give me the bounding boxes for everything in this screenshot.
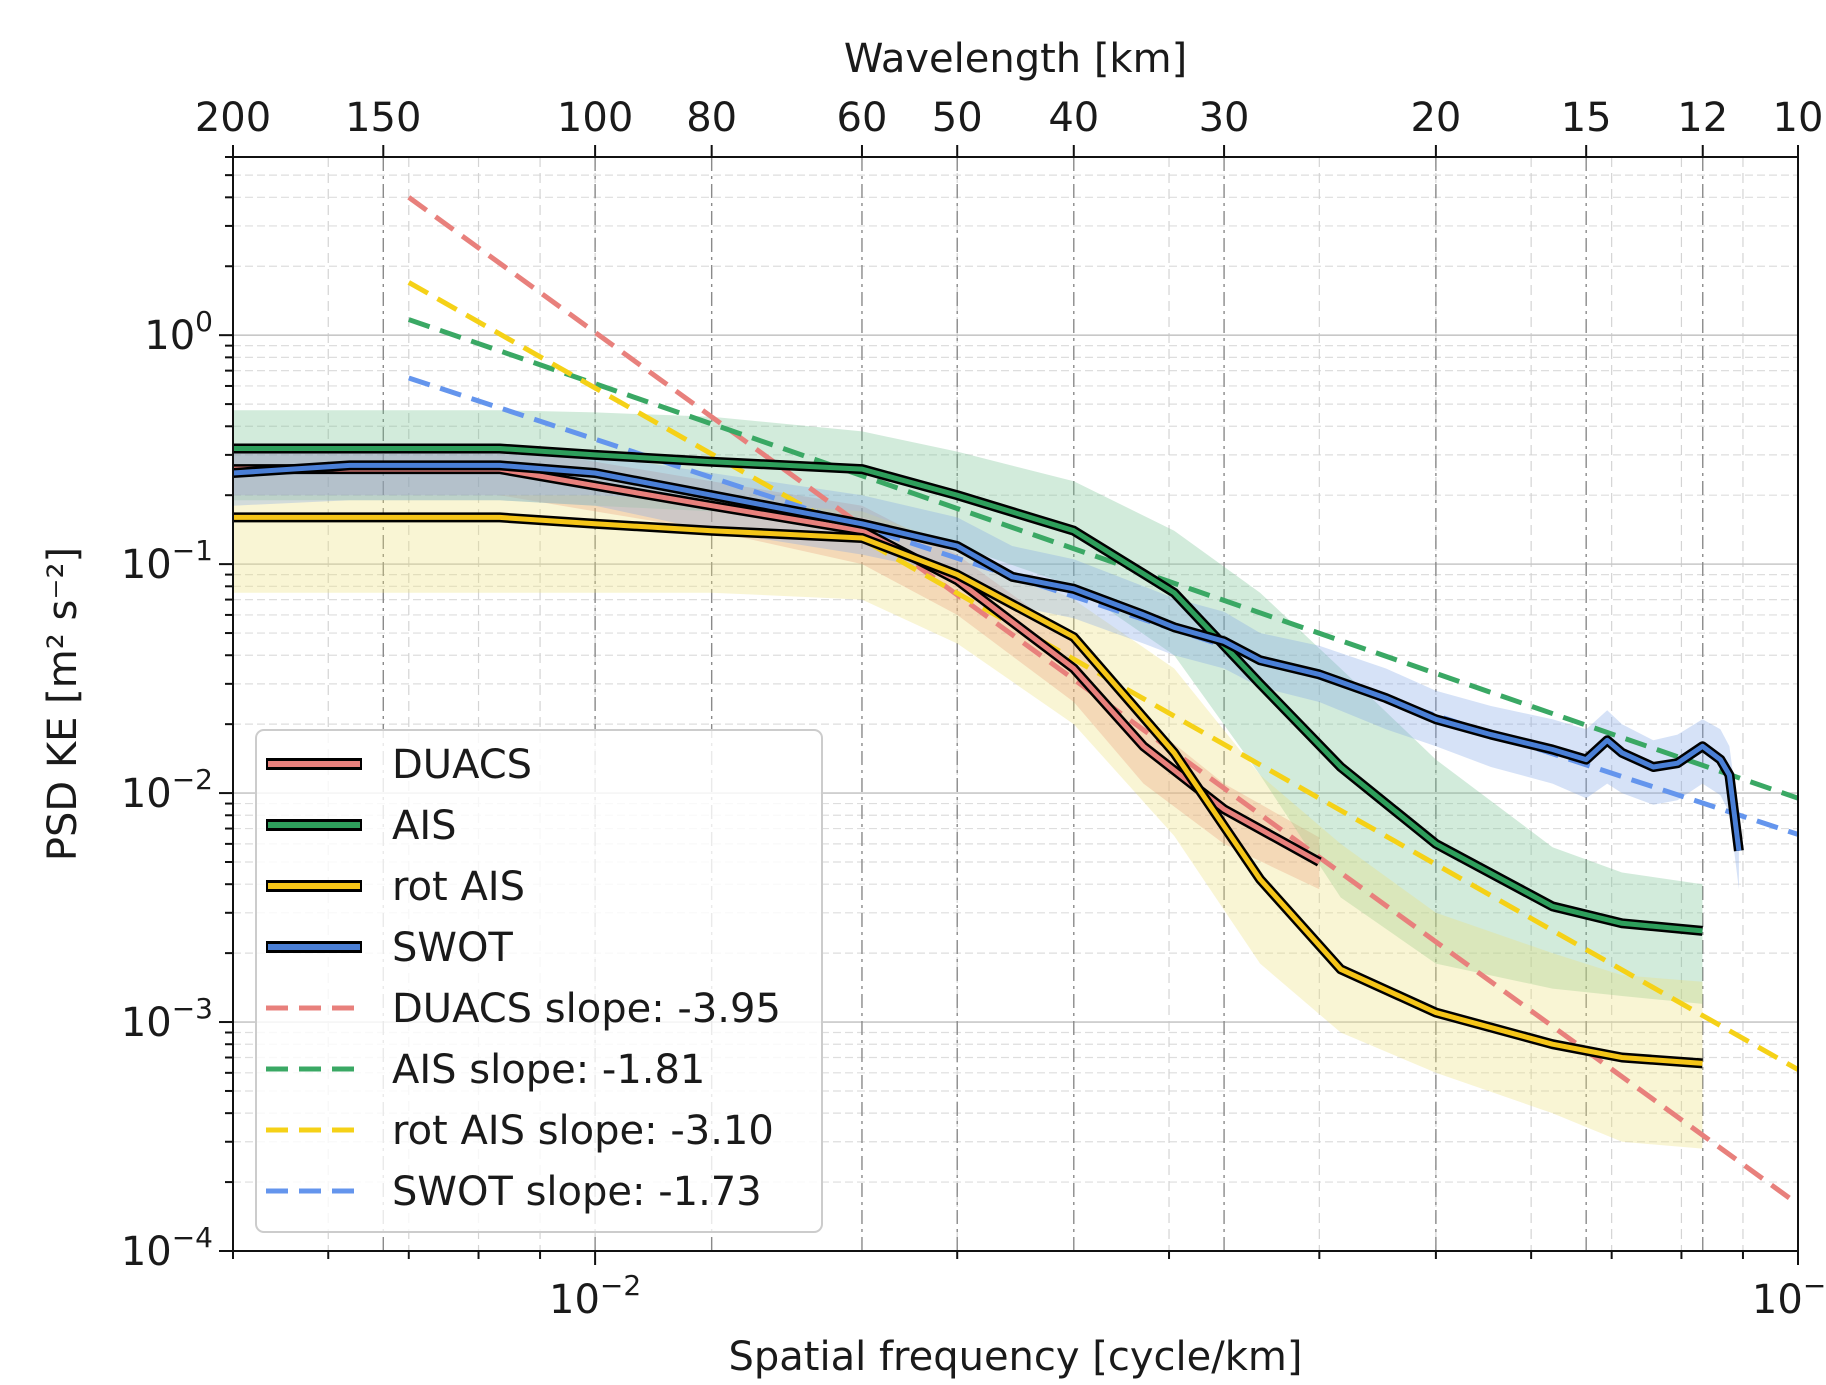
y-tick-label: 10−4	[121, 1221, 213, 1275]
psd-lines	[232, 443, 1744, 1069]
top-tick-label: 30	[1199, 95, 1250, 141]
top-tick-label: 15	[1561, 95, 1612, 141]
legend-label-ais: AIS	[392, 803, 457, 849]
band-ais	[233, 410, 1703, 1004]
top-tick-label: 60	[837, 95, 888, 141]
x-ticks: 10−2 10−1	[232, 1251, 1826, 1323]
legend-box	[255, 729, 823, 1233]
legend: DUACS AIS rot AIS SWOT DUACS slope: -3.95 AIS…	[255, 729, 823, 1233]
x-axis-label: Spatial frequency [cycle/km]	[729, 1334, 1303, 1380]
legend-label-rot-ais-slope-3-10: rot AIS slope: -3.10	[392, 1108, 774, 1154]
y-tick-label: 10−1	[121, 534, 213, 588]
band-rot-ais	[233, 495, 1703, 1149]
y-ticks: 100 10−1 10−2 10−3 10−4	[121, 156, 233, 1275]
x-tick-label: 10−1	[1752, 1269, 1826, 1323]
top-tick-label: 200	[195, 95, 271, 141]
line-rot-ais	[233, 514, 1703, 1066]
top-tick-label: 12	[1677, 95, 1728, 141]
line-swot	[232, 462, 1742, 852]
legend-label-rot-ais: rot AIS	[392, 864, 525, 910]
legend-label-ais-slope-1-81: AIS slope: -1.81	[392, 1047, 705, 1093]
y-tick-label: 10−2	[121, 763, 213, 817]
slope-line-ais	[407, 317, 1799, 801]
top-tick-label: 150	[345, 95, 421, 141]
legend-label-swot: SWOT	[392, 925, 513, 971]
top-tick-label: 80	[686, 95, 737, 141]
plot-frame	[232, 156, 1799, 1252]
top-tick-label: 20	[1410, 95, 1461, 141]
legend-label-duacs: DUACS	[392, 742, 532, 788]
band-swot	[233, 448, 1739, 890]
top-tick-label: 10	[1773, 95, 1824, 141]
top-tick-label: 100	[557, 95, 633, 141]
x-tick-label: 10−2	[549, 1269, 641, 1323]
top-tick-label: 40	[1048, 95, 1099, 141]
top-ticks: 200 150 100 80 60 50 40 30 20 15 12 10	[195, 95, 1824, 157]
legend-label-duacs-slope-3-95: DUACS slope: -3.95	[392, 986, 781, 1032]
top-axis-label: Wavelength [km]	[844, 36, 1187, 82]
legend-label-swot-slope-1-73: SWOT slope: -1.73	[392, 1169, 762, 1215]
slope-line-duacs	[407, 195, 1800, 1207]
y-tick-label: 10−3	[121, 992, 213, 1046]
top-tick-label: 50	[932, 95, 983, 141]
y-axis-label: PSD KE [m² s⁻²]	[40, 547, 86, 861]
y-tick-label: 100	[144, 305, 213, 359]
line-ais	[233, 446, 1703, 934]
